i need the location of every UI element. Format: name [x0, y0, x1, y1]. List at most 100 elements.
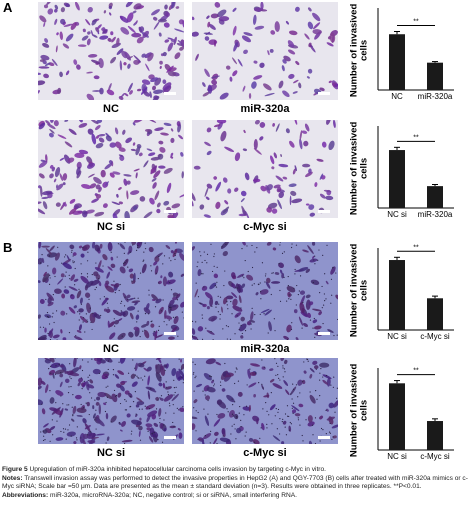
cell [42, 257, 45, 264]
pore [220, 384, 222, 387]
cell [136, 88, 142, 92]
pore [232, 404, 234, 406]
cell [213, 124, 221, 128]
cell [147, 52, 154, 62]
pore [297, 293, 299, 296]
cell [198, 302, 205, 306]
pore [217, 295, 219, 297]
cell [79, 365, 82, 370]
cell [118, 96, 124, 100]
pore [263, 313, 265, 315]
pore [130, 396, 132, 398]
cell [168, 271, 174, 278]
cell [144, 330, 150, 339]
cell [130, 373, 136, 379]
cell [207, 84, 213, 94]
cell [120, 93, 125, 98]
pore [270, 392, 272, 394]
cell [287, 40, 295, 48]
pore [292, 412, 294, 414]
cell [147, 375, 150, 386]
pore [155, 272, 157, 274]
cell [281, 272, 285, 279]
cell [110, 256, 114, 261]
pore [41, 254, 43, 256]
cell [210, 13, 219, 19]
pore [330, 278, 333, 280]
pore [119, 402, 122, 405]
pore [268, 414, 270, 416]
cell [103, 392, 113, 400]
cell [91, 18, 97, 26]
cell [158, 165, 166, 169]
pore [167, 391, 169, 393]
pore [178, 358, 180, 360]
cell [294, 165, 297, 172]
pore [80, 273, 83, 275]
bar [389, 260, 405, 330]
pore [123, 262, 125, 264]
pore [68, 386, 70, 388]
pore [313, 317, 315, 320]
cell [78, 149, 89, 155]
cell [133, 326, 140, 331]
pore [236, 315, 238, 317]
cell [155, 334, 164, 339]
pore [266, 423, 268, 425]
cell [282, 176, 288, 180]
pore [118, 289, 120, 292]
pore [95, 428, 97, 430]
cell [308, 168, 312, 174]
cell [222, 206, 230, 214]
cell [49, 245, 55, 252]
pore [124, 242, 126, 243]
cell [177, 40, 184, 45]
pore [322, 304, 325, 306]
cell [254, 25, 265, 30]
pore [104, 410, 107, 413]
cell [203, 433, 212, 440]
cell [264, 92, 275, 97]
cell [39, 173, 45, 179]
pore [174, 391, 176, 394]
cell [73, 278, 79, 282]
pore [279, 244, 281, 246]
cell [206, 386, 216, 393]
cell [123, 62, 127, 66]
pore [116, 256, 118, 258]
cell [176, 120, 181, 127]
cell [120, 311, 126, 316]
pore [235, 438, 237, 440]
micrograph [38, 2, 184, 100]
pore [64, 275, 66, 277]
pore [290, 298, 292, 300]
pore [256, 247, 258, 249]
cell [173, 315, 179, 324]
pore [125, 409, 128, 411]
pore [49, 338, 52, 340]
cell [129, 312, 134, 320]
pore [251, 244, 253, 247]
cell [38, 201, 42, 205]
cell [205, 395, 211, 401]
cell [221, 306, 223, 313]
cell [148, 246, 154, 253]
cell [51, 58, 58, 67]
pore [249, 368, 251, 370]
pore [212, 379, 214, 381]
pore [117, 243, 119, 245]
pore [113, 318, 115, 320]
cell [253, 60, 258, 64]
cell [289, 195, 292, 206]
pore [245, 405, 248, 407]
pore [221, 246, 223, 248]
pore [89, 392, 91, 394]
cell [181, 171, 184, 179]
scale-bar [164, 92, 176, 95]
pore [144, 248, 147, 250]
pore [194, 377, 196, 379]
cell [242, 242, 246, 246]
cell [220, 130, 227, 142]
pore [197, 296, 200, 298]
pore [273, 318, 275, 320]
